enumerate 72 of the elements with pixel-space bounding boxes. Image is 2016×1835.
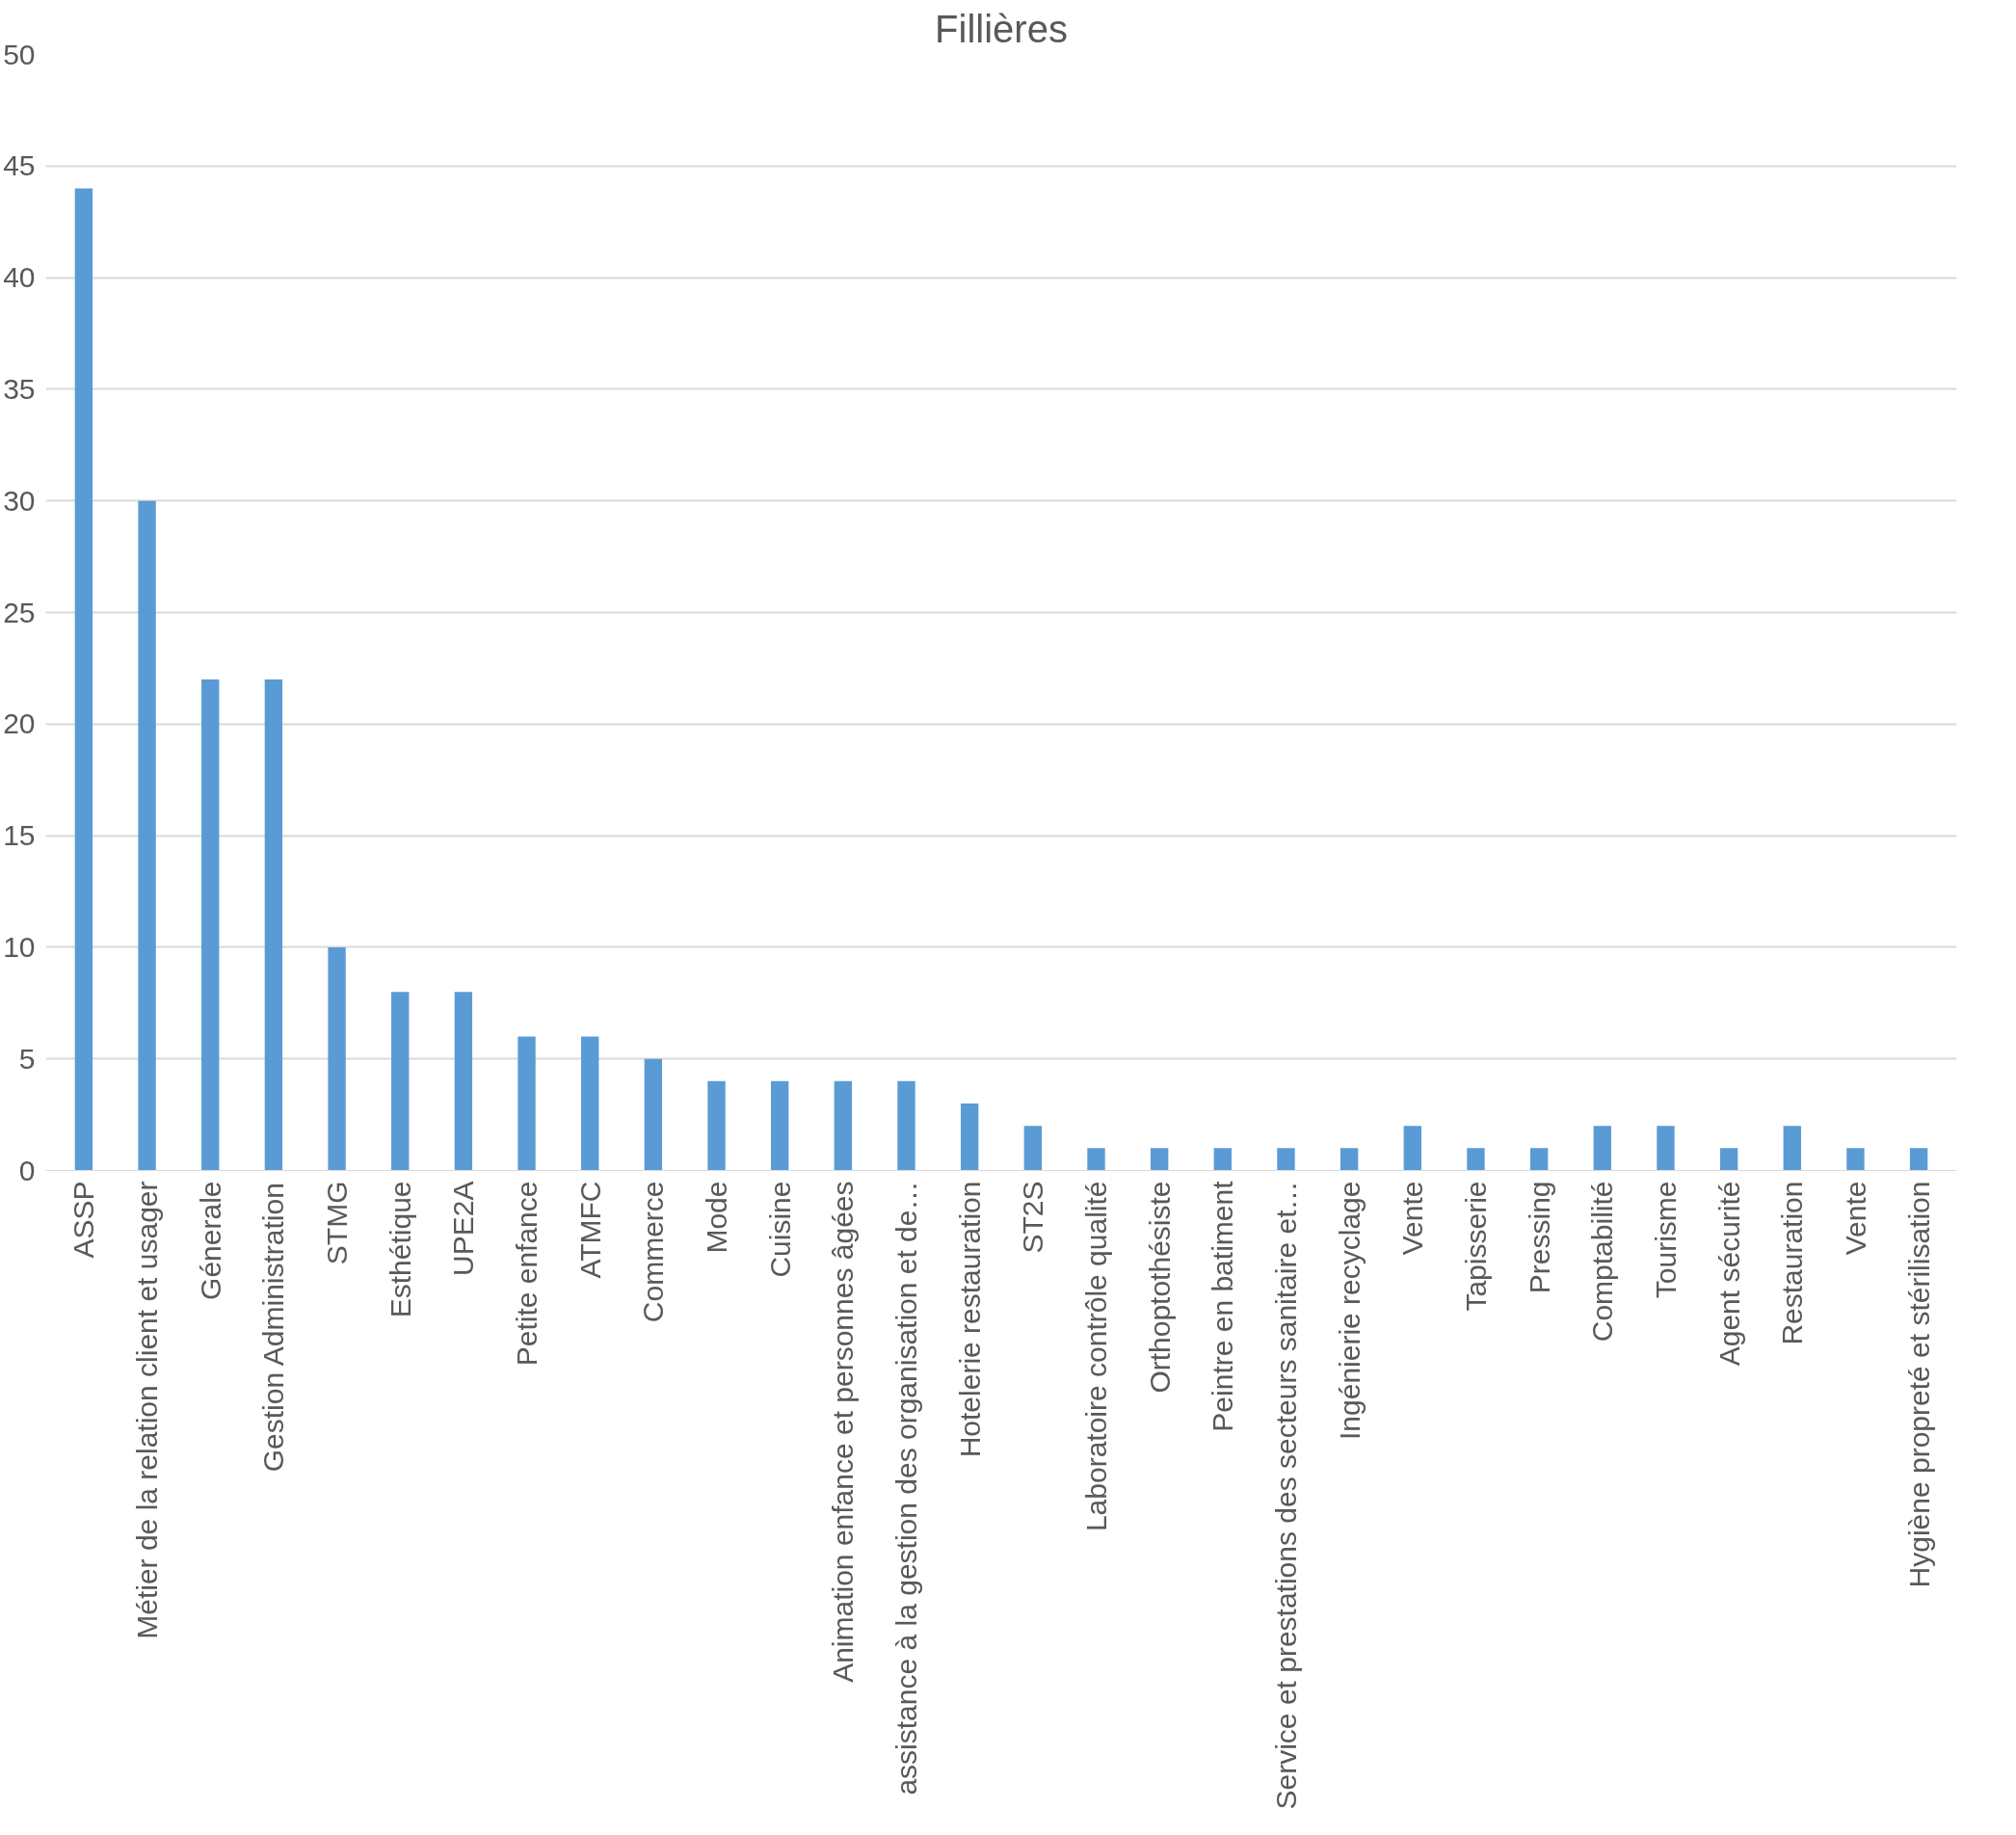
x-tick-label: Hygiène propreté et stérilisation — [1902, 1181, 1935, 1588]
bar — [1340, 1148, 1359, 1171]
x-tick-label: Cuisine — [763, 1181, 796, 1278]
bar — [1529, 1148, 1549, 1171]
x-tick-label: Agent sécurité — [1712, 1181, 1745, 1367]
x-tick-label: Petite enfance — [511, 1181, 544, 1367]
x-tick-label: Laboratoire contrôle qualité — [1079, 1181, 1112, 1532]
bar — [74, 188, 93, 1171]
x-tick-label: ASSP — [67, 1181, 100, 1259]
bar — [1213, 1148, 1233, 1171]
bar — [1087, 1148, 1105, 1171]
y-tick-label: 5 — [18, 1042, 36, 1075]
bar — [1467, 1148, 1485, 1171]
chart-title: Fillières — [935, 7, 1068, 50]
y-tick-label: 45 — [3, 149, 36, 182]
x-tick-label: Restauration — [1776, 1181, 1809, 1345]
y-tick-label: 10 — [3, 930, 36, 963]
bar — [1657, 1126, 1675, 1171]
x-tick-label: Gestion Administration — [257, 1183, 290, 1473]
x-tick-label: Métier de la relation client et usager — [131, 1181, 164, 1639]
bar — [897, 1080, 915, 1171]
y-tick-label: 30 — [3, 484, 36, 517]
y-tick-label: 15 — [3, 819, 36, 852]
x-tick-label: Vente — [1396, 1181, 1429, 1256]
bar — [264, 678, 283, 1171]
x-tick-label: Service et prestations des secteurs sanitaire et… — [1269, 1181, 1302, 1810]
x-tick-label: Esthétique — [384, 1181, 416, 1318]
y-tick-label: 35 — [3, 372, 36, 405]
x-tick-label: Vente — [1839, 1181, 1871, 1256]
x-tick-label: Génerale — [194, 1181, 226, 1300]
x-tick-label: Peintre en batiment — [1207, 1180, 1239, 1432]
bar — [960, 1104, 979, 1171]
x-tick-label: UPE2A — [447, 1181, 480, 1276]
x-tick-label: Hotelerie restauration — [953, 1181, 986, 1458]
bar — [1150, 1148, 1169, 1171]
bar — [1023, 1126, 1043, 1171]
x-tick-label: Tapisserie — [1459, 1181, 1492, 1312]
y-tick-label: 0 — [18, 1154, 36, 1186]
x-tick-label: Comptabilité — [1586, 1181, 1619, 1343]
x-tick-label: Animation enfance et personnes âgées — [827, 1181, 860, 1683]
y-tick-label: 40 — [3, 261, 36, 294]
y-tick-label: 50 — [3, 38, 36, 70]
x-tick-label: Pressing — [1523, 1181, 1555, 1294]
y-tick-label: 25 — [3, 596, 36, 628]
bar — [1593, 1126, 1611, 1171]
x-tick-label: Commerce — [637, 1181, 670, 1323]
bar — [391, 992, 410, 1171]
x-tick-label: ST2S — [1017, 1181, 1049, 1254]
bar — [1909, 1148, 1928, 1171]
bar — [328, 946, 346, 1171]
bar — [581, 1036, 599, 1171]
x-tick-label: Tourisme — [1649, 1181, 1682, 1299]
x-tick-label: Ingénierie recyclage — [1333, 1181, 1366, 1440]
bar — [1719, 1148, 1738, 1171]
bar — [138, 500, 156, 1171]
bar — [770, 1080, 789, 1171]
bar — [517, 1036, 536, 1171]
bar — [1846, 1148, 1865, 1171]
x-tick-label: Mode — [701, 1181, 733, 1254]
bar — [707, 1080, 726, 1171]
bar — [454, 992, 473, 1171]
bar — [834, 1080, 853, 1171]
x-tick-label: assistance à la gestion des organisation et de… — [890, 1181, 923, 1795]
y-tick-label: 20 — [3, 707, 36, 740]
bar — [644, 1058, 663, 1171]
bar — [201, 678, 220, 1171]
x-tick-label: STMG — [321, 1181, 354, 1265]
bar — [1277, 1148, 1295, 1171]
x-tick-label: ATMFC — [573, 1181, 606, 1279]
bar — [1783, 1126, 1801, 1171]
x-tick-label: Orthoptothésiste — [1143, 1181, 1176, 1394]
bar — [1403, 1126, 1421, 1171]
